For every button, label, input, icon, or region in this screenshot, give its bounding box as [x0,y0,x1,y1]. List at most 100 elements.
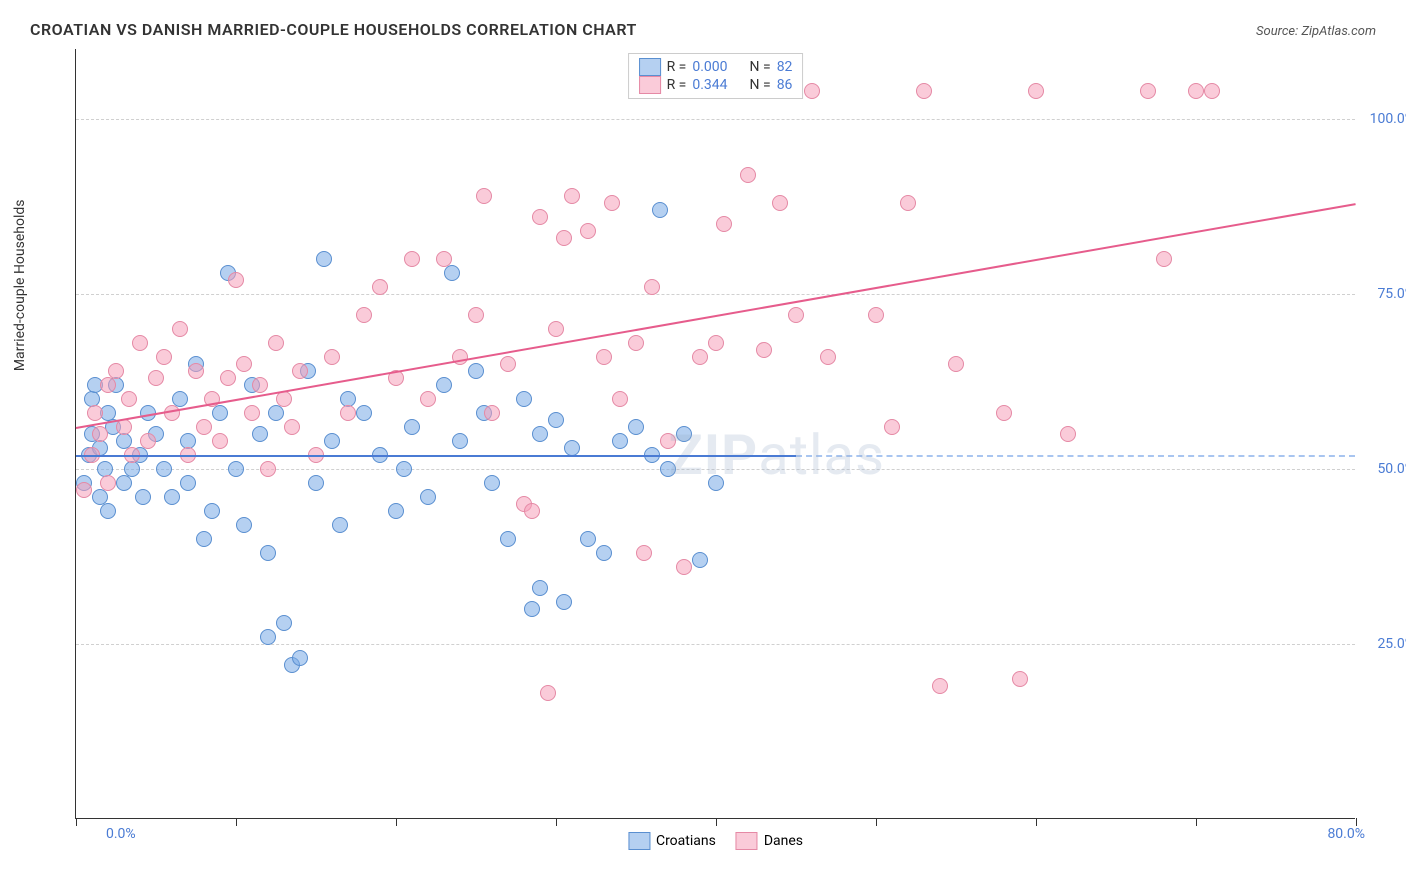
y-gridline [76,119,1355,120]
data-point [436,377,452,393]
data-point [132,335,148,351]
y-gridline [76,294,1355,295]
data-point [1060,426,1076,442]
data-point [676,426,692,442]
data-point [612,433,628,449]
legend-swatch [736,832,758,850]
source-attribution: Source: ZipAtlas.com [1256,24,1376,39]
data-point [292,650,308,666]
data-point [756,342,772,358]
x-tick [236,818,237,826]
data-point [260,629,276,645]
data-point [1188,83,1204,99]
data-point [188,363,204,379]
data-point [404,251,420,267]
x-tick [1356,818,1357,826]
data-point [556,594,572,610]
data-point [148,370,164,386]
data-point [121,391,137,407]
data-point [468,307,484,323]
legend-swatch [628,832,650,850]
data-point [596,545,612,561]
data-point [404,419,420,435]
x-tick [76,818,77,826]
data-point [292,363,308,379]
data-point [1204,83,1220,99]
data-point [284,419,300,435]
data-point [140,433,156,449]
data-point [524,503,540,519]
data-point [692,552,708,568]
legend-r-value: 0.344 [692,77,727,93]
data-point [580,223,596,239]
data-point [484,475,500,491]
data-point [660,433,676,449]
y-tick-label: 50.0% [1377,461,1406,477]
legend-r-label: R = [667,77,687,93]
data-point [652,202,668,218]
data-point [196,531,212,547]
data-point [644,279,660,295]
data-point [252,377,268,393]
header: CROATIAN VS DANISH MARRIED-COUPLE HOUSEH… [30,20,1376,39]
data-point [228,272,244,288]
data-point [87,405,103,421]
data-point [868,307,884,323]
x-min-label: 0.0% [106,826,136,842]
data-point [252,426,268,442]
data-point [476,188,492,204]
data-point [100,475,116,491]
data-point [604,195,620,211]
data-point [100,503,116,519]
legend-row: R =0.000N =82 [639,58,793,76]
x-tick [396,818,397,826]
x-tick [1036,818,1037,826]
data-point [1156,251,1172,267]
y-axis-label: Married-couple Households [12,199,28,371]
data-point [948,356,964,372]
correlation-legend: R =0.000N =82R =0.344N =86 [628,53,804,99]
data-point [628,419,644,435]
data-point [884,419,900,435]
data-point [260,545,276,561]
scatter-plot: 25.0%50.0%75.0%100.0%ZIPatlasR =0.000N =… [75,49,1355,819]
data-point [76,482,92,498]
data-point [212,405,228,421]
data-point [276,615,292,631]
data-point [716,216,732,232]
data-point [340,405,356,421]
data-point [676,559,692,575]
trend-line [76,455,796,457]
data-point [1140,83,1156,99]
chart-title: CROATIAN VS DANISH MARRIED-COUPLE HOUSEH… [30,20,637,39]
data-point [436,251,452,267]
data-point [548,321,564,337]
data-point [372,279,388,295]
data-point [244,405,260,421]
data-point [316,251,332,267]
data-point [540,685,556,701]
legend-label: Danes [764,833,803,849]
data-point [996,405,1012,421]
data-point [116,475,132,491]
data-point [308,475,324,491]
data-point [804,83,820,99]
data-point [260,461,276,477]
data-point [268,335,284,351]
data-point [420,489,436,505]
data-point [212,433,228,449]
data-point [580,531,596,547]
y-tick-label: 25.0% [1377,636,1406,652]
legend-n-value: 86 [777,77,793,93]
data-point [484,405,500,421]
legend-swatch [639,76,661,94]
x-tick [876,818,877,826]
data-point [468,363,484,379]
data-point [324,433,340,449]
data-point [772,195,788,211]
data-point [524,601,540,617]
data-point [708,475,724,491]
data-point [516,391,532,407]
data-point [556,230,572,246]
legend-swatch [639,58,661,76]
